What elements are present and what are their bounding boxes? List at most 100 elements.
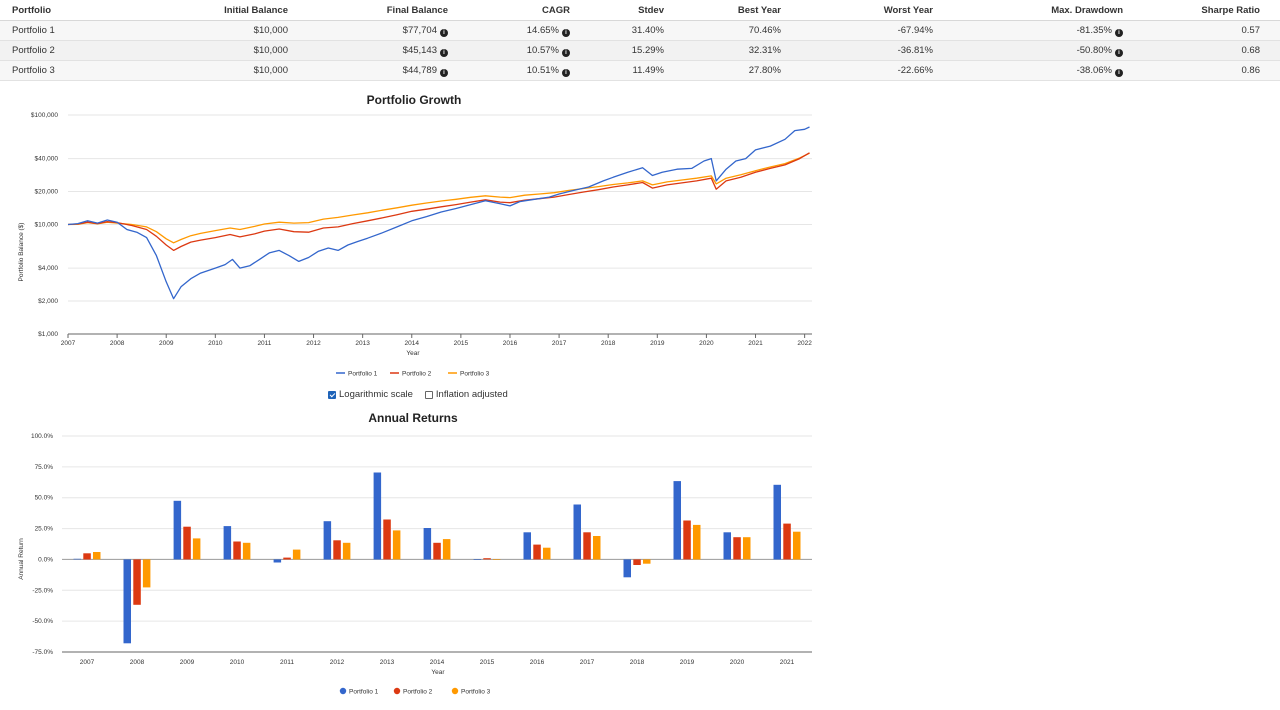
- initial-balance: $10,000: [110, 60, 308, 81]
- bar-portfolio-2-2018: [633, 559, 641, 565]
- bar-portfolio-3-2014: [442, 539, 451, 560]
- growth-y-ticks: $1,000 $2,000 $4,000 $10,000 $20,000 $40,000 $…: [31, 112, 59, 338]
- growth-x-tick-label: 2019: [650, 340, 665, 347]
- final-balance-cell: $45,143 i: [308, 40, 468, 61]
- growth-x-axis-label: Year: [406, 350, 420, 357]
- info-icon[interactable]: i: [440, 68, 448, 77]
- growth-x-tick-label: 2016: [503, 340, 518, 347]
- growth-legend-label[interactable]: Portfolio 2: [402, 371, 432, 378]
- returns-legend-label[interactable]: Portfolio 3: [461, 689, 491, 696]
- returns-x-tick-label: 2015: [480, 659, 495, 666]
- summary-table: Portfolio Initial Balance Final Balance …: [0, 0, 1280, 81]
- bar-portfolio-3-2019: [693, 524, 701, 560]
- bar-portfolio-2-2021: [783, 523, 791, 560]
- initial-balance: $10,000: [110, 40, 308, 61]
- returns-legend-label[interactable]: Portfolio 1: [349, 689, 379, 696]
- cagr: 10.51%: [526, 64, 559, 76]
- header-sharpe-ratio[interactable]: Sharpe Ratio: [1143, 0, 1280, 21]
- log-scale-checkbox[interactable]: Logarithmic scale: [328, 389, 413, 400]
- initial-balance: $10,000: [110, 20, 308, 41]
- growth-y-tick-label: $100,000: [31, 112, 58, 119]
- bar-portfolio-1-2011: [273, 559, 282, 563]
- info-icon[interactable]: i: [562, 68, 570, 77]
- portfolio-name: Portfolio 3: [0, 60, 110, 81]
- info-icon[interactable]: i: [1115, 28, 1123, 37]
- header-cagr[interactable]: CAGR: [468, 0, 590, 21]
- returns-y-axis-label: Annual Return: [18, 538, 25, 580]
- bar-portfolio-1-2009: [173, 500, 182, 560]
- returns-x-ticks: 2007 2008 2009 2010 2011 2012 2013 2014 2015 2016…: [80, 659, 795, 666]
- info-icon[interactable]: i: [562, 48, 570, 57]
- inflation-adjusted-checkbox[interactable]: Inflation adjusted: [424, 389, 508, 400]
- final-balance: $45,143: [402, 44, 437, 56]
- growth-legend-label[interactable]: Portfolio 1: [348, 371, 378, 378]
- worst-year: -22.66%: [801, 60, 953, 81]
- returns-bars: [73, 472, 801, 644]
- sharpe-ratio: 0.57: [1143, 20, 1280, 41]
- returns-y-tick-label: -25.0%: [32, 587, 53, 594]
- growth-y-tick-label: $1,000: [38, 331, 58, 338]
- header-final-balance[interactable]: Final Balance: [308, 0, 468, 21]
- bar-portfolio-3-2016: [543, 547, 551, 560]
- returns-x-tick-label: 2010: [230, 659, 245, 666]
- growth-chart-title: Portfolio Growth: [367, 93, 462, 107]
- cagr: 10.57%: [526, 44, 559, 56]
- bar-portfolio-2-2008: [133, 559, 141, 605]
- growth-line-portfolio-1: [67, 126, 810, 300]
- growth-gridlines: [68, 114, 812, 335]
- returns-x-tick-label: 2012: [330, 659, 345, 666]
- growth-x-tick-label: 2007: [61, 340, 76, 347]
- stdev: 15.29%: [590, 40, 684, 61]
- log-scale-checkbox-box[interactable]: [328, 390, 336, 399]
- best-year: 27.80%: [684, 60, 801, 81]
- bar-portfolio-2-2010: [233, 541, 241, 560]
- inflation-checkbox-box[interactable]: [424, 390, 433, 399]
- info-icon[interactable]: i: [562, 28, 570, 37]
- header-max-drawdown[interactable]: Max. Drawdown: [953, 0, 1143, 21]
- returns-x-tick-label: 2008: [130, 659, 145, 666]
- bar-portfolio-2-2020: [733, 537, 741, 560]
- returns-legend-label[interactable]: Portfolio 2: [403, 689, 433, 696]
- growth-x-tick-label: 2021: [748, 340, 763, 347]
- header-best-year[interactable]: Best Year: [684, 0, 801, 21]
- growth-x-tick-label: 2014: [405, 340, 420, 347]
- returns-legend: Portfolio 1 Portfolio 2 Portfolio 3: [339, 687, 491, 696]
- header-stdev[interactable]: Stdev: [590, 0, 684, 21]
- info-icon[interactable]: i: [1115, 48, 1123, 57]
- header-portfolio[interactable]: Portfolio: [0, 0, 110, 21]
- growth-line-portfolio-3: [67, 152, 810, 244]
- info-icon[interactable]: i: [1115, 68, 1123, 77]
- growth-x-tick-label: 2009: [159, 340, 174, 347]
- growth-y-tick-label: $20,000: [35, 189, 59, 196]
- sharpe-ratio: 0.68: [1143, 40, 1280, 61]
- returns-x-tick-label: 2019: [680, 659, 695, 666]
- portfolio-name: Portfolio 2: [0, 40, 110, 61]
- returns-y-tick-label: -50.0%: [32, 618, 53, 625]
- best-year: 32.31%: [684, 40, 801, 61]
- growth-y-tick-label: $4,000: [38, 265, 58, 272]
- bar-portfolio-2-2015: [483, 558, 491, 560]
- header-worst-year[interactable]: Worst Year: [801, 0, 953, 21]
- header-initial-balance[interactable]: Initial Balance: [110, 0, 308, 21]
- returns-y-tick-label: 50.0%: [35, 495, 54, 502]
- portfolio-name: Portfolio 1: [0, 20, 110, 41]
- bar-portfolio-1-2014: [423, 528, 432, 560]
- drawdown-cell: -50.80% i: [953, 40, 1143, 61]
- growth-x-tick-label: 2011: [257, 340, 271, 347]
- bar-portfolio-2-2007: [83, 553, 91, 560]
- max-drawdown: -81.35%: [1076, 24, 1112, 36]
- sharpe-ratio: 0.86: [1143, 60, 1280, 81]
- info-icon[interactable]: i: [440, 28, 448, 37]
- portfolio-growth-chart: Portfolio Growth $1,000 $2,000 $4,000 $10,0…: [18, 93, 812, 378]
- drawdown-cell: -38.06% i: [953, 60, 1143, 81]
- returns-x-axis-label: Year: [431, 669, 445, 676]
- growth-x-tick-label: 2010: [208, 340, 223, 347]
- info-icon[interactable]: i: [440, 48, 448, 57]
- bar-portfolio-1-2008: [123, 559, 131, 644]
- growth-series-lines: [67, 126, 810, 300]
- growth-x-tick-label: 2022: [797, 340, 812, 347]
- table-row: Portfolio 2 $10,000 $45,143 i 10.57% i 15.…: [0, 40, 1280, 61]
- growth-legend-label[interactable]: Portfolio 3: [460, 371, 490, 378]
- bar-portfolio-1-2020: [723, 532, 731, 560]
- growth-x-tick-label: 2017: [552, 340, 567, 347]
